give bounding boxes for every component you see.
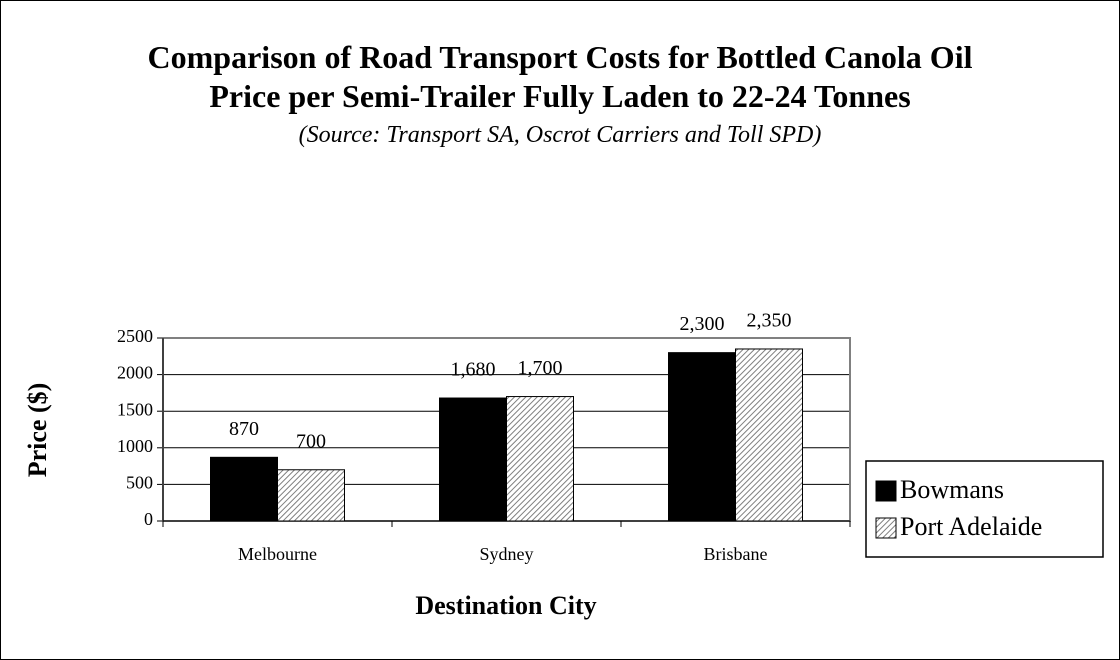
bar <box>210 456 278 522</box>
legend-label: Bowmans <box>900 475 1004 504</box>
value-label: 1,700 <box>518 357 563 379</box>
chart-source: (Source: Transport SA, Oscrot Carriers a… <box>298 122 822 148</box>
legend-swatch <box>875 480 897 502</box>
bar <box>439 397 507 522</box>
y-tick-label: 0 <box>144 509 153 529</box>
value-label: 2,350 <box>747 310 792 332</box>
y-axis-label: Price ($) <box>23 383 52 478</box>
legend-label: Port Adelaide <box>900 512 1042 541</box>
x-tick-label: Melbourne <box>238 544 317 564</box>
value-label: 870 <box>229 418 259 440</box>
y-tick-label: 1500 <box>117 399 153 419</box>
y-tick-label: 500 <box>126 473 153 493</box>
bar <box>735 348 803 522</box>
x-tick-label: Brisbane <box>704 544 768 564</box>
bar <box>506 396 574 522</box>
legend-box <box>865 460 1104 558</box>
legend-swatch <box>875 517 897 539</box>
chart-subtitle: Price per Semi-Trailer Fully Laden to 22… <box>209 78 911 114</box>
value-label: 1,680 <box>451 359 496 381</box>
bar <box>668 352 736 522</box>
y-tick-label: 2000 <box>117 363 153 383</box>
y-tick-label: 1000 <box>117 436 153 456</box>
chart-title: Comparison of Road Transport Costs for B… <box>147 39 973 75</box>
value-label: 700 <box>296 430 326 452</box>
value-label: 2,300 <box>680 313 725 335</box>
title-block: Comparison of Road Transport Costs for B… <box>130 38 990 152</box>
x-tick-label: Sydney <box>480 544 534 564</box>
bar <box>277 469 345 522</box>
x-axis-label: Destination City <box>415 591 596 620</box>
y-tick-label: 2500 <box>117 326 153 346</box>
